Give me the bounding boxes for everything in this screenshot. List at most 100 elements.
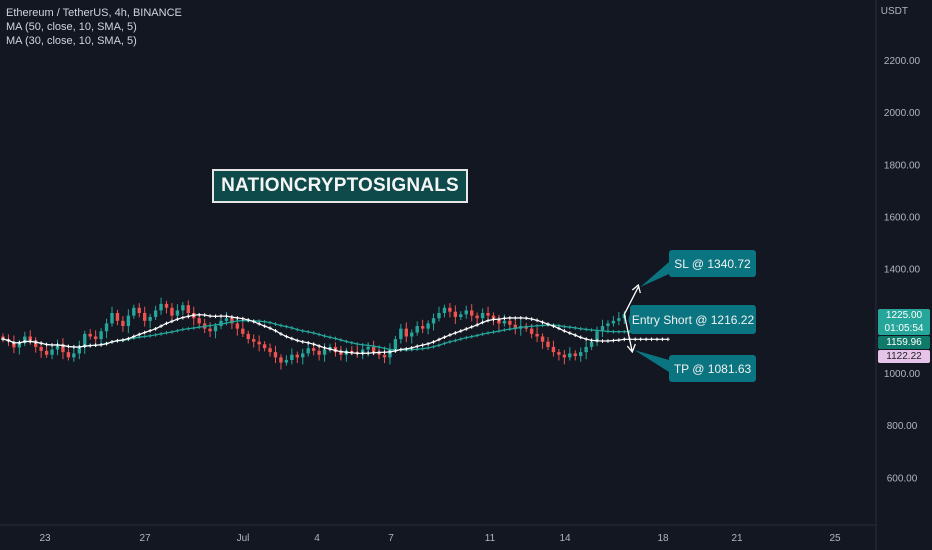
ma-30-marker [589,328,594,332]
candle-body [339,352,343,355]
candle-body [12,341,16,348]
ma-50-marker [170,319,174,324]
ma-50-marker [355,351,360,356]
ma-30-marker [350,340,354,345]
ma-50-marker [666,337,670,342]
ma-50-marker [257,322,261,326]
candle-body [17,343,22,348]
ma-50-marker [82,344,87,348]
candle-body [491,315,496,320]
ma-50-marker [546,322,550,326]
candle-body [311,348,316,351]
ma-30-marker [622,329,627,334]
stop-loss-callout[interactable]: SL @ 1340.72 [669,250,756,277]
ma-50-marker [17,341,22,345]
ma-50-marker [502,316,507,321]
candle-body [213,326,218,332]
ma-50-marker [655,337,659,342]
ma-50-marker [66,344,71,349]
candle-body [279,357,283,363]
ma-50-marker [61,343,65,348]
take-profit-callout[interactable]: TP @ 1081.63 [669,355,756,382]
candle-body [502,320,507,324]
ma-50-marker [562,329,567,333]
ma-50-marker [6,338,11,343]
ma-30-marker [159,332,163,336]
y-tick-label: 2200.00 [884,56,921,67]
ma-50-marker [235,316,240,320]
x-tick-label: 23 [39,533,51,544]
candle-body [568,353,572,358]
ma-50-marker [464,327,469,331]
candle-body [584,346,588,353]
ma-50-marker [317,344,321,348]
candle-body [497,319,501,324]
ma-30-marker [213,323,218,327]
x-tick-label: 7 [388,533,394,544]
ma-50-marker [371,350,376,355]
candle-body [611,320,616,324]
ma-30-indicator[interactable]: MA (30, close, 10, SMA, 5) [6,35,137,47]
ma-50-marker [311,342,316,346]
candle-body [208,328,212,332]
candle-body [317,350,321,355]
ma-30-marker [142,334,147,339]
ma-30-marker [568,325,572,329]
entry-short-callout[interactable]: Entry Short @ 1216.22 [630,305,756,334]
ma-50-marker [333,348,338,353]
candle-body [295,354,299,358]
candle-body [137,307,141,314]
ma-30-marker [480,332,485,336]
ma-30-marker [442,341,447,346]
ma-50-marker [50,343,54,347]
ma-50-marker [246,318,251,322]
ma-50-marker [568,331,572,335]
countdown-value: 01:05:54 [884,323,924,334]
candle-body [159,303,163,311]
arrow-to-tp [623,314,633,353]
ma-50-marker [638,337,643,342]
ma-50-marker [480,320,485,325]
ma-30-marker [235,319,240,323]
ma-50-marker [584,337,588,341]
ma-50-marker [491,317,496,322]
ma-50-marker [469,325,474,329]
candle-body [186,305,190,314]
ma-30-marker [322,334,327,338]
candle-body [426,323,430,329]
ma-30-marker [578,326,583,331]
ma-50-marker [508,316,512,320]
ma-50-marker [578,335,583,340]
ma-30-marker [518,325,523,330]
candle-body [55,344,60,350]
x-tick-label: 21 [731,533,743,544]
ma-50-marker [540,320,545,325]
ma-50-marker [262,324,267,328]
candle-body [28,336,32,341]
ma-30-marker [606,329,610,334]
currency-label: USDT [880,6,908,17]
ma-30-marker [535,323,539,328]
candle-body [529,328,534,334]
symbol-title[interactable]: Ethereum / TetherUS, 4h, BINANCE [6,7,182,19]
ma-30-marker [197,325,201,329]
ma-50-marker [339,349,343,354]
candle-body [93,336,98,340]
ma-30-marker [339,338,343,342]
ma-50-marker [426,342,430,346]
ma-50-indicator[interactable]: MA (50, close, 10, SMA, 5) [6,21,137,33]
ma-30-marker [300,329,305,333]
candle-body [99,331,103,340]
ma-30-marker [284,324,289,329]
ma-50-marker [175,317,180,322]
ma-50-marker [295,338,300,343]
ma-50-marker [93,343,98,348]
candle-body [595,331,599,342]
ma-30-marker [573,326,578,330]
ma-50-marker [388,350,392,354]
ma-50-marker [649,337,654,342]
ma-50-marker [486,318,490,323]
candle-body [262,344,267,349]
candle-body [442,307,447,314]
